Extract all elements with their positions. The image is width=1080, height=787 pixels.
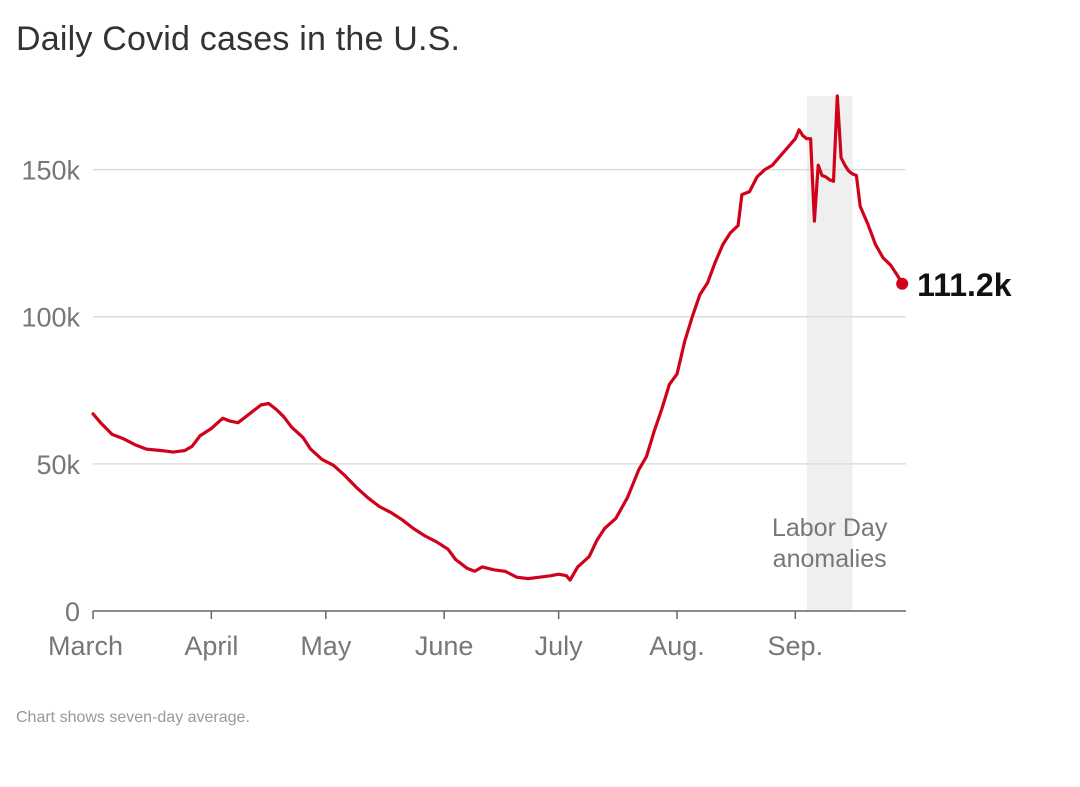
y-axis-tick-labels: 0 50k 100k 150k bbox=[21, 156, 80, 627]
end-label-layer: 111.2k bbox=[896, 267, 1012, 303]
x-tick-label: Aug. bbox=[649, 631, 705, 661]
end-point bbox=[896, 277, 909, 290]
gridlines bbox=[93, 168, 906, 465]
x-tick-label: July bbox=[535, 631, 584, 661]
x-tick-label: Sep. bbox=[768, 631, 824, 661]
labor-day-shade bbox=[806, 96, 853, 611]
x-tick-label: June bbox=[415, 631, 474, 661]
y-tick-label: 50k bbox=[36, 450, 80, 480]
chart-title: Daily Covid cases in the U.S. bbox=[16, 20, 461, 58]
annotation-label-line2: anomalies bbox=[773, 545, 887, 573]
end-value-label: 111.2k bbox=[917, 267, 1012, 303]
x-axis bbox=[92, 610, 906, 619]
x-tick-label: March bbox=[48, 631, 123, 661]
chart-footnote: Chart shows seven-day average. bbox=[16, 709, 250, 726]
x-tick-label: April bbox=[184, 631, 238, 661]
series-line-layer bbox=[91, 94, 904, 582]
y-tick-label: 150k bbox=[21, 156, 80, 186]
annotation-label-line1: Labor Day bbox=[772, 514, 888, 542]
y-tick-label: 0 bbox=[65, 597, 80, 627]
x-tick-label: May bbox=[300, 631, 352, 661]
annotation-shade-layer bbox=[806, 96, 853, 611]
series-line bbox=[91, 94, 904, 582]
annotation-label: Labor Day anomalies bbox=[772, 514, 888, 573]
y-tick-label: 100k bbox=[21, 303, 80, 333]
x-axis-tick-labels: March April May June July Aug. Sep. bbox=[48, 631, 823, 661]
